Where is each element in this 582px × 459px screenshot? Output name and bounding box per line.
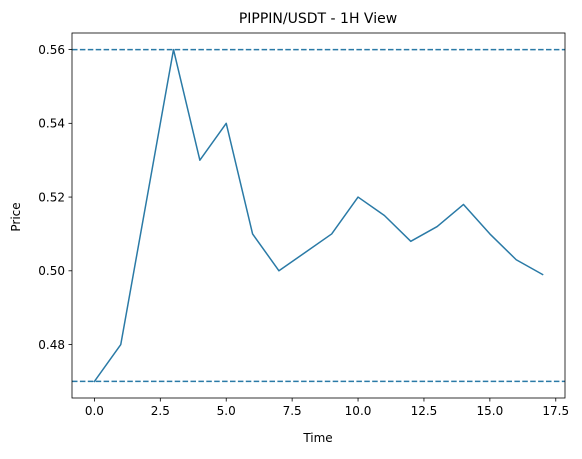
x-tick-label-5: 12.5 (411, 404, 438, 418)
x-tick-label-2: 5.0 (217, 404, 236, 418)
x-tick-label-7: 17.5 (542, 404, 569, 418)
x-tick-label-0: 0.0 (85, 404, 104, 418)
series-line-0 (93, 48, 544, 383)
x-tick-label-1: 2.5 (151, 404, 170, 418)
chart-title: PIPPIN/USDT - 1H View (239, 11, 397, 27)
plot-frame (71, 32, 566, 399)
y-axis-label: Price (9, 202, 23, 231)
y-tick-label-0: 0.48 (38, 338, 65, 352)
x-axis-label: Time (302, 431, 332, 445)
y-tick-label-3: 0.54 (38, 117, 65, 131)
x-tick-label-6: 15.0 (477, 404, 504, 418)
x-tick-label-3: 7.5 (283, 404, 302, 418)
y-tick-label-4: 0.56 (38, 43, 65, 57)
plot-area: 0.0 2.5 5.0 7.5 10.0 12.5 15.0 17.5 0.48 0.50 0.52… (38, 32, 569, 418)
y-tick-label-2: 0.52 (38, 190, 65, 204)
x-tick-label-4: 10.0 (345, 404, 372, 418)
y-tick-label-1: 0.50 (38, 264, 65, 278)
